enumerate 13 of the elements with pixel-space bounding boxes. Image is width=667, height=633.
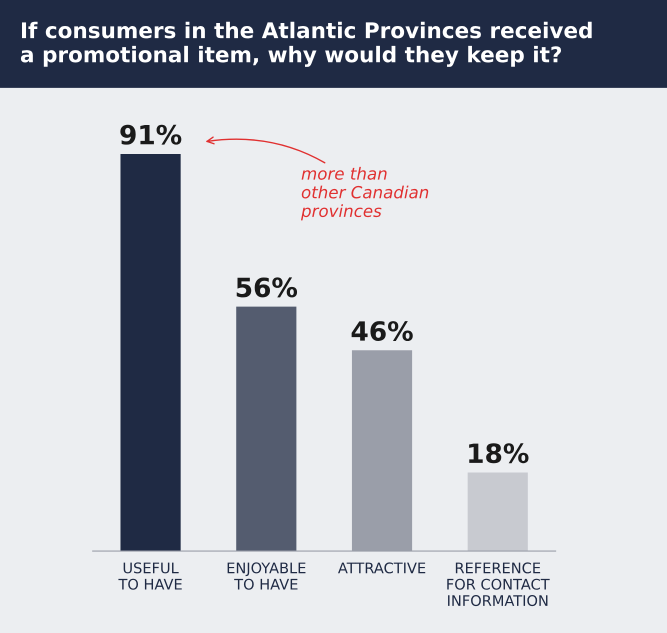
- data-label: 91%: [120, 124, 182, 145]
- chart-title: If consumers in the Atlantic Provinces received a promotional item, why would they keep it?: [20, 22, 592, 67]
- data-label: 46%: [352, 321, 413, 342]
- data-label: 18%: [469, 443, 528, 464]
- bar: [120, 154, 181, 552]
- bar: [468, 472, 528, 552]
- x-tick-label: USEFUL TO HAVE: [118, 562, 182, 590]
- x-tick-label: ENJOYABLE TO HAVE: [228, 562, 306, 590]
- x-tick-label: ATTRACTIVE: [338, 562, 426, 574]
- bar: [236, 306, 296, 552]
- annotation: more than other Canadian provinces: [300, 166, 428, 220]
- data-label: 56%: [236, 277, 298, 298]
- x-tick-label: REFERENCE FOR CONTACT INFORMATION: [447, 562, 550, 606]
